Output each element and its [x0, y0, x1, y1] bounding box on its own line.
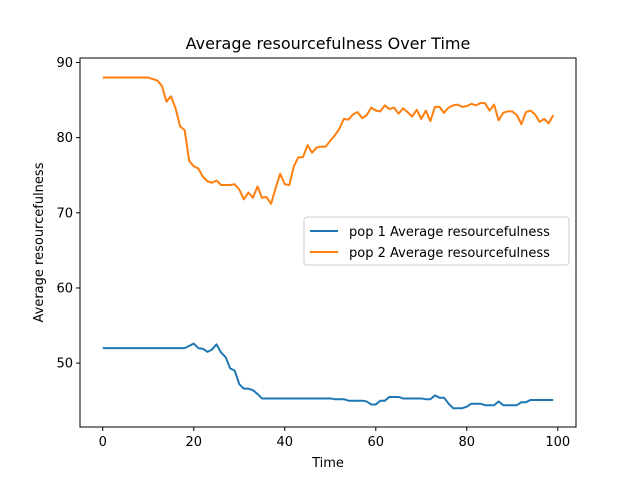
x-tick-label: 0	[99, 435, 107, 450]
series-line-pop-2	[102, 76, 555, 205]
x-tick-label: 20	[185, 435, 202, 450]
y-tick-label: 80	[56, 131, 73, 146]
legend: pop 1 Average resourcefulness pop 2 Aver…	[303, 216, 570, 266]
y-tick-label: 50	[56, 357, 73, 372]
x-tick-label: 60	[368, 435, 385, 450]
y-tick-label: 60	[56, 281, 73, 296]
x-tick-label: 100	[545, 435, 570, 450]
legend-label-pop-1: pop 1 Average resourcefulness	[349, 225, 550, 240]
x-tick-label: 80	[459, 435, 476, 450]
y-tick-label: 70	[56, 206, 73, 221]
x-axis-label: Time	[311, 456, 344, 471]
plot-area-frame	[79, 57, 577, 428]
x-tick-label: 40	[276, 435, 293, 450]
series-line-pop-1	[102, 342, 554, 410]
y-axis-label: Average resourcefulness	[32, 162, 47, 322]
chart-title: Average resourcefulness Over Time	[186, 34, 471, 53]
axis-ticks: 0 20 40 60 80 100 50 60 70 80 90	[56, 56, 570, 450]
series-layer	[102, 76, 555, 410]
y-tick-label: 90	[56, 56, 73, 71]
legend-box	[303, 216, 570, 266]
legend-label-pop-2: pop 2 Average resourcefulness	[349, 246, 550, 261]
